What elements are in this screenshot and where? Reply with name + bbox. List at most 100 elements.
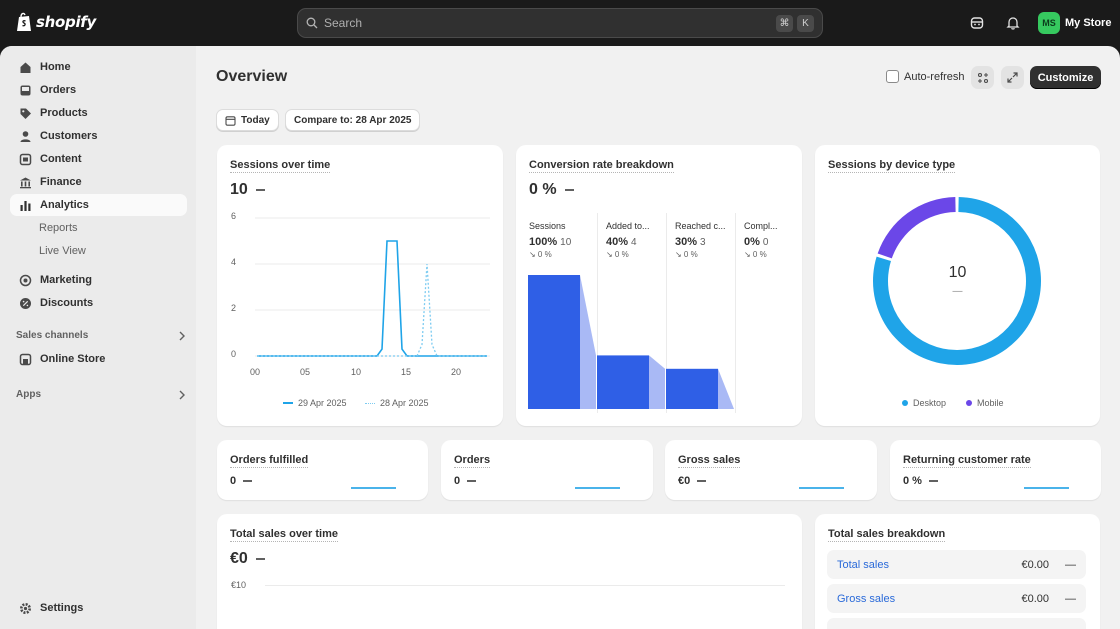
store-menu[interactable]: MS My Store [1038, 12, 1111, 34]
calendar-icon [225, 115, 236, 126]
sparkline [1024, 487, 1069, 489]
date-filter-label: Today [241, 114, 270, 126]
series-line-29-apr [257, 240, 487, 357]
funnel-step: Compl... 0% 0 ↘ 0 % [744, 221, 778, 259]
legend-desktop[interactable]: Desktop [902, 398, 946, 408]
change-dash [467, 480, 477, 482]
sales-channels-header[interactable]: Sales channels [16, 330, 186, 341]
value-text: 0 [454, 475, 461, 487]
sidebar-item-content[interactable]: Content [10, 148, 187, 170]
sidebar-item-label: Customers [40, 130, 98, 142]
sidebar-subitem-reports[interactable]: Reports [39, 222, 78, 234]
shopify-logo[interactable]: shopify [16, 12, 96, 32]
search-bar[interactable]: Search ⌘ K [297, 8, 823, 38]
legend-mobile[interactable]: Mobile [966, 398, 1004, 408]
sidebar-item-orders[interactable]: Orders [10, 79, 187, 101]
sidebar-item-discounts[interactable]: Discounts [10, 292, 187, 314]
orders-fulfilled-card[interactable]: Orders fulfilled 0 [217, 440, 428, 500]
breakdown-change: — [1065, 592, 1076, 605]
bar-chart-icon [18, 198, 32, 212]
y-tick-label: 2 [231, 303, 237, 313]
sidebar-item-home[interactable]: Home [10, 56, 187, 78]
sessions-card[interactable]: Sessions over time 10 6 4 2 0 00 05 10 1… [217, 145, 503, 426]
sidebar-item-products[interactable]: Products [10, 102, 187, 124]
sidebar-subitem-live-view[interactable]: Live View [39, 245, 86, 257]
returning-customer-card[interactable]: Returning customer rate 0 % [890, 440, 1101, 500]
sidebar-item-label: Discounts [40, 297, 94, 309]
divider [735, 213, 736, 413]
step-count: 3 [700, 237, 706, 248]
legend-29-apr[interactable]: 29 Apr 2025 [283, 398, 347, 408]
sidebar-item-label: Marketing [40, 274, 92, 286]
x-tick-label: 10 [351, 367, 362, 377]
change-dash [564, 189, 574, 191]
step-count: 0 [762, 237, 769, 248]
bank-icon [18, 175, 32, 189]
sidebar-item-finance[interactable]: Finance [10, 171, 187, 193]
auto-refresh-checkbox[interactable] [886, 70, 899, 83]
apps-header[interactable]: Apps [16, 389, 186, 400]
store-avatar: MS [1038, 12, 1060, 34]
sidebar-item-online-store[interactable]: Online Store [10, 348, 187, 370]
tag-icon [18, 106, 32, 120]
x-tick-label: 15 [401, 367, 412, 377]
sidekick-button[interactable] [967, 13, 987, 33]
devices-card[interactable]: Sessions by device type 10 — Desktop Mob… [815, 145, 1100, 426]
change-dash [255, 558, 265, 560]
breakdown-amount: €0.00 [1021, 558, 1049, 571]
sidebar-item-label: Analytics [40, 199, 89, 211]
compare-filter-button[interactable]: Compare to: 28 Apr 2025 [285, 109, 421, 131]
shopping-bag-icon [17, 12, 31, 31]
notifications-button[interactable] [1003, 13, 1023, 33]
conversion-card[interactable]: Conversion rate breakdown 0 % Sessions 1… [516, 145, 802, 426]
step-value: 0% 0 [744, 236, 778, 248]
metric-value: €0 [230, 550, 265, 568]
x-tick-label: 05 [300, 367, 311, 377]
auto-refresh-label: Auto-refresh [904, 70, 965, 83]
step-value: 40% 4 [606, 236, 650, 248]
auto-refresh-toggle[interactable]: Auto-refresh [886, 70, 965, 83]
step-change: ↘ 0 % [744, 250, 767, 259]
sidebar-item-label: Online Store [40, 353, 106, 365]
donut-center-value: 10 [948, 264, 967, 281]
gross-sales-card[interactable]: Gross sales €0 [665, 440, 877, 500]
sales-breakdown-card[interactable]: Total sales breakdown Total sales €0.00 … [815, 514, 1100, 629]
device-donut-chart [873, 197, 1041, 365]
sidebar-item-marketing[interactable]: Marketing [10, 269, 187, 291]
divider [597, 213, 598, 413]
date-filter-button[interactable]: Today [216, 109, 279, 131]
step-label: Sessions [529, 221, 566, 231]
breakdown-link[interactable]: Total sales [837, 558, 889, 571]
sidekick-icon [970, 17, 984, 29]
inbox-icon [18, 83, 32, 97]
breakdown-link[interactable]: Gross sales [837, 592, 896, 605]
edit-layout-button[interactable] [971, 66, 994, 89]
sidebar: Home Orders Products Customers Content F… [0, 46, 196, 629]
total-sales-card[interactable]: Total sales over time €0 €10 [217, 514, 802, 629]
sidebar-item-customers[interactable]: Customers [10, 125, 187, 147]
fullscreen-button[interactable] [1001, 66, 1024, 89]
legend-swatch [283, 402, 293, 404]
sparkline [799, 487, 844, 489]
sidebar-item-label: Products [40, 107, 88, 119]
change-dash [243, 480, 253, 482]
content-icon [18, 152, 32, 166]
customize-button[interactable]: Customize [1030, 66, 1101, 89]
legend-label: 28 Apr 2025 [380, 398, 429, 408]
bell-icon [1006, 17, 1020, 30]
sidebar-item-settings[interactable]: Settings [10, 597, 187, 619]
orders-card[interactable]: Orders 0 [441, 440, 653, 500]
y-tick-label: 0 [231, 349, 237, 359]
sparkle-edit-icon [977, 72, 988, 83]
search-placeholder: Search [324, 16, 363, 30]
card-title: Sessions by device type [828, 159, 956, 173]
sparkline [575, 487, 620, 489]
person-icon [18, 129, 32, 143]
card-title: Total sales breakdown [828, 528, 946, 542]
breakdown-change: — [1065, 558, 1076, 571]
card-title: Gross sales [678, 454, 741, 468]
step-value: 100% 10 [529, 236, 571, 248]
x-tick-label: 20 [451, 367, 462, 377]
legend-28-apr[interactable]: 28 Apr 2025 [365, 398, 429, 408]
sidebar-item-analytics[interactable]: Analytics [10, 194, 187, 216]
